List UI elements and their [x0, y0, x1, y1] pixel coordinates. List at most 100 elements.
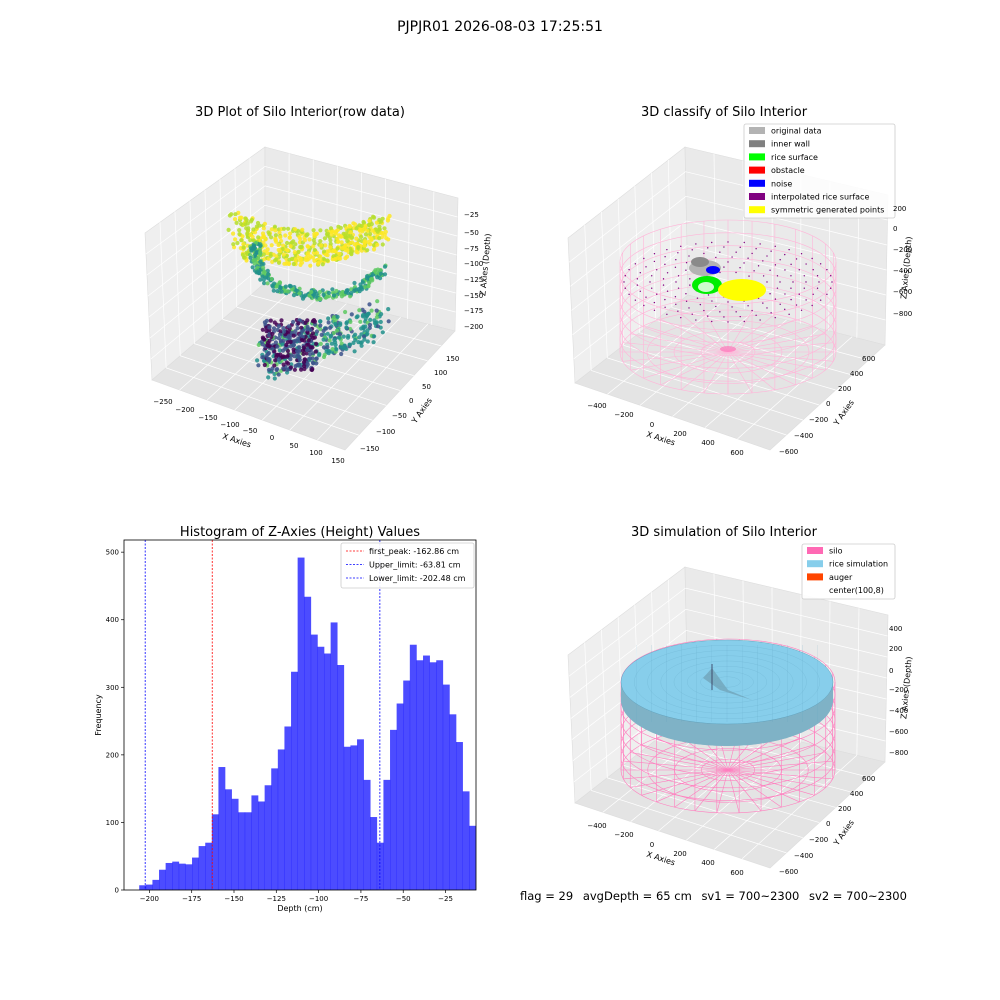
rice-mesh-ring [647, 650, 807, 714]
hist-x-label: Depth (cm) [277, 904, 322, 913]
raw-point [314, 232, 319, 237]
classify-xtick-label: 400 [701, 439, 714, 447]
classify-xtick-label: 200 [673, 430, 686, 438]
raw-point [335, 236, 340, 241]
raw-point [342, 245, 347, 250]
raw-point [270, 331, 275, 337]
raw-point [274, 352, 279, 357]
classify-clusters [689, 257, 766, 352]
sim-z-ticks: 400 200 0 −200 −400 −600 −800 [889, 625, 908, 757]
raw-point [241, 242, 246, 247]
raw-point [367, 218, 372, 223]
silo-floor-ring [700, 758, 756, 782]
sim-ztick-label: −800 [889, 749, 908, 757]
raw-point [293, 257, 298, 262]
raw-z-label: Z Axies (Depth) [478, 233, 492, 296]
hist-bar [205, 842, 213, 890]
hist-legend-label: first_peak: -162.86 cm [369, 547, 459, 556]
raw-point [274, 257, 279, 262]
hist-bar [423, 655, 430, 890]
interpolated-point [727, 261, 729, 263]
raw-point [299, 245, 304, 250]
grid-line [180, 355, 373, 421]
raw-point [318, 323, 323, 328]
legend-label: auger [829, 573, 853, 582]
classify-inner-wall-cluster [691, 257, 709, 267]
raw-point [314, 250, 320, 256]
raw-point [266, 375, 271, 380]
grid-line [639, 311, 754, 406]
interpolated-point [735, 251, 737, 253]
raw-point [328, 241, 333, 246]
raw-point [386, 216, 391, 221]
legend-swatch [749, 193, 765, 200]
figure-suptitle: PJPJR01 2026-08-03 17:25:51 [397, 19, 603, 35]
raw-point [299, 367, 304, 372]
grid-line [584, 642, 592, 791]
raw-point [306, 244, 311, 249]
raw-point [277, 249, 283, 254]
interpolated-point [715, 256, 717, 259]
raw-point [273, 340, 278, 345]
hist-bar [403, 680, 411, 890]
grid-line [383, 178, 386, 314]
sim-z-label: Z Axies (Depth) [899, 656, 913, 719]
raw-point [372, 334, 377, 339]
raw-point [278, 235, 283, 240]
hist-reference-lines [144, 540, 381, 890]
raw-point [359, 340, 364, 345]
hist-ytick-label: 500 [106, 549, 119, 557]
interpolated-point [753, 270, 755, 272]
raw-point [295, 326, 300, 331]
raw-point [239, 215, 244, 220]
hist-bar [277, 749, 285, 890]
hist-bar [442, 684, 450, 890]
interpolated-point [711, 241, 713, 244]
raw-point [353, 332, 358, 337]
raw-point [359, 343, 364, 348]
interpolated-point [664, 256, 666, 258]
grid-line [146, 185, 266, 276]
raw-point [367, 302, 372, 307]
classify-ytick-label: 600 [862, 355, 875, 363]
hist-bar [159, 869, 166, 890]
legend-swatch [749, 206, 765, 214]
grid-line [685, 608, 888, 658]
raw-point [281, 329, 287, 334]
interpolated-point [779, 281, 781, 283]
silo-floor-ring [673, 330, 783, 374]
raw-point [348, 326, 353, 332]
interpolated-point [666, 313, 668, 316]
interpolated-point [723, 246, 725, 248]
raw-xtick-label: −200 [175, 406, 194, 414]
raw-point [266, 367, 272, 372]
raw-point [335, 314, 340, 319]
grid-line [569, 609, 687, 698]
raw-point [249, 246, 254, 251]
raw-point [240, 252, 245, 257]
interpolated-point [653, 260, 656, 263]
raw-point [271, 288, 276, 293]
raw-point [347, 342, 353, 347]
raw-point [370, 228, 375, 233]
raw-point [262, 337, 267, 342]
raw-point [286, 261, 291, 266]
silo-floor-ring [646, 320, 810, 384]
raw-point [338, 321, 343, 326]
raw-point [317, 296, 322, 301]
interpolated-point [776, 287, 779, 289]
raw-point [291, 319, 296, 325]
grid-line [686, 220, 887, 271]
raw-point [362, 309, 367, 314]
raw-point [264, 329, 269, 334]
raw-point [282, 261, 287, 266]
raw-point [319, 243, 324, 248]
raw-point [308, 263, 313, 268]
raw-point [354, 287, 359, 292]
interpolated-point [711, 320, 713, 323]
interpolated-point [779, 259, 781, 261]
raw-point [314, 341, 319, 346]
raw-point [275, 344, 280, 349]
grid-line [148, 224, 266, 318]
legend-label: noise [771, 179, 792, 188]
